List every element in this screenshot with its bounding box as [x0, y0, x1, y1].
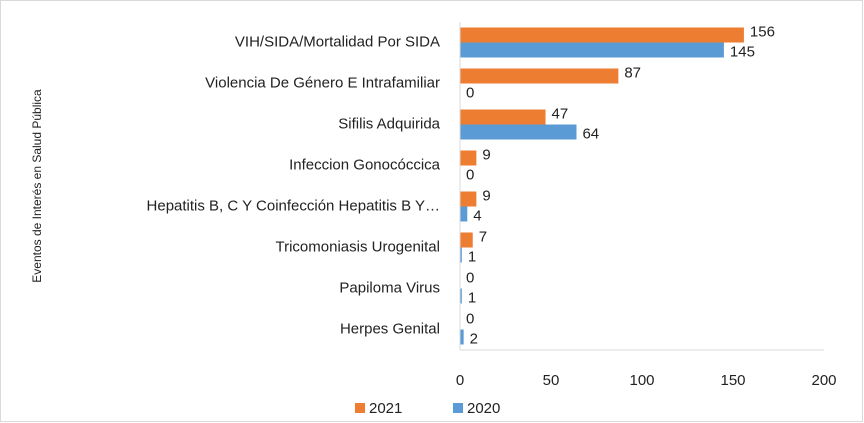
data-label: 0 — [466, 269, 474, 286]
data-label: 2 — [470, 330, 478, 347]
legend-label: 2021 — [369, 400, 402, 417]
y-tick-label: Herpes Genital — [340, 320, 440, 337]
y-tick-label: Infeccion Gonocóccica — [289, 156, 441, 173]
x-tick-label: 50 — [543, 372, 560, 389]
y-tick-label: Papiloma Virus — [339, 279, 440, 296]
x-tick-label: 0 — [456, 372, 464, 389]
data-label: 0 — [466, 310, 474, 327]
data-label: 0 — [466, 84, 474, 101]
bar — [460, 150, 477, 166]
bar — [460, 247, 462, 263]
legend-label: 2020 — [467, 400, 500, 417]
data-label: 4 — [473, 207, 481, 224]
x-tick-label: 100 — [629, 372, 654, 389]
y-axis-title: Eventos de Interés en Salud Pública — [30, 89, 44, 283]
bar — [460, 109, 546, 125]
y-tick-label: Violencia De Género E Intrafamiliar — [205, 74, 440, 91]
data-label: 9 — [482, 187, 490, 204]
data-label: 156 — [750, 23, 775, 40]
x-tick-label: 200 — [811, 372, 836, 389]
data-label: 7 — [479, 228, 487, 245]
data-label: 1 — [468, 289, 476, 306]
data-label: 47 — [552, 105, 569, 122]
y-tick-label: Sifilis Adquirida — [338, 115, 440, 132]
bar — [460, 329, 464, 345]
bar — [460, 206, 468, 222]
bar — [460, 288, 462, 304]
y-tick-label: VIH/SIDA/Mortalidad Por SIDA — [235, 33, 440, 50]
bar — [460, 124, 577, 140]
x-tick-label: 150 — [720, 372, 745, 389]
legend-swatch — [355, 403, 365, 413]
y-tick-label: Tricomoniasis Urogenital — [275, 238, 440, 255]
y-tick-label: Hepatitis B, C Y Coinfección Hepatitis B… — [147, 197, 440, 214]
bar — [460, 191, 477, 207]
data-label: 9 — [482, 146, 490, 163]
bar — [460, 27, 744, 43]
bar — [460, 232, 473, 248]
legend-swatch — [453, 403, 463, 413]
bar — [460, 42, 724, 58]
data-label: 64 — [582, 125, 599, 142]
data-label: 1 — [468, 248, 476, 265]
data-label: 145 — [730, 43, 755, 60]
data-label: 87 — [624, 64, 641, 81]
bar — [460, 68, 619, 84]
data-label: 0 — [466, 166, 474, 183]
